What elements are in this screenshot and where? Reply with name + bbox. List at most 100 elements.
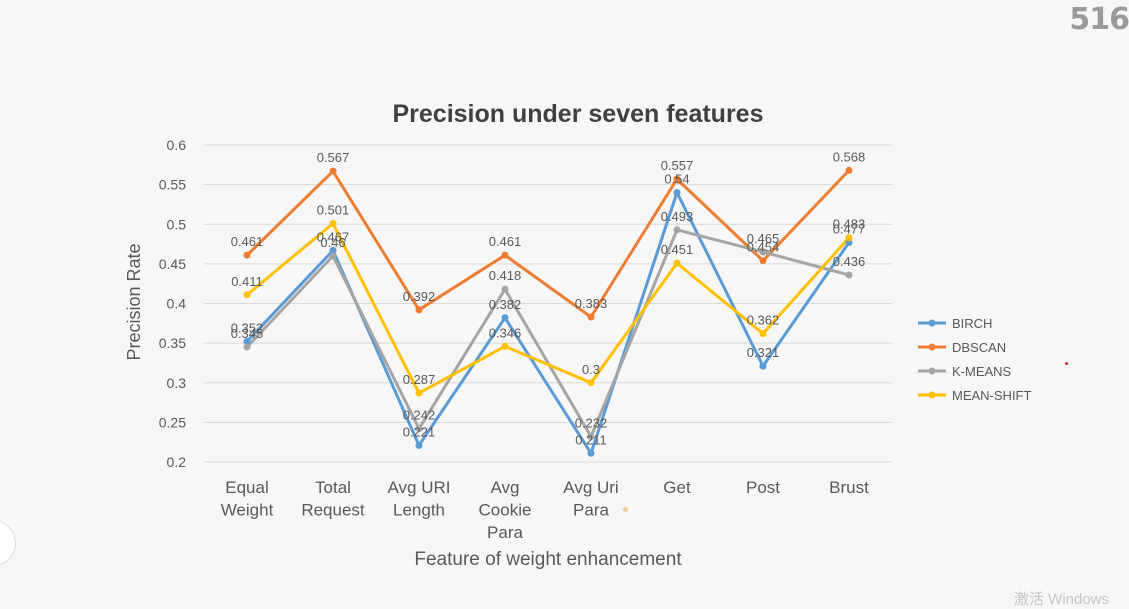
x-tick-label: Equal <box>225 478 268 497</box>
legend-swatch-marker <box>928 367 936 375</box>
data-label: 0.483 <box>833 217 866 232</box>
x-axis-label: Feature of weight enhancement <box>414 549 682 570</box>
data-point <box>501 342 509 350</box>
data-point <box>415 306 423 314</box>
y-axis-label: Precision Rate <box>124 243 144 360</box>
legend-swatch-marker <box>928 391 936 399</box>
legend-label: MEAN-SHIFT <box>952 388 1032 403</box>
data-label: 0.461 <box>231 234 264 249</box>
x-tick-label: Brust <box>829 478 869 497</box>
data-point <box>673 175 681 183</box>
data-label: 0.321 <box>747 345 780 360</box>
data-label: 0.567 <box>317 150 350 165</box>
windows-activation-watermark: 激活 Windows <box>1014 591 1110 608</box>
chart-title: Precision under seven features <box>393 100 764 128</box>
series-points <box>243 166 853 457</box>
x-tick-label: Para <box>487 523 523 542</box>
data-label: 0.436 <box>833 254 866 269</box>
data-label: 0.418 <box>489 268 522 283</box>
x-tick-label: Para <box>573 501 609 520</box>
data-point <box>759 362 767 370</box>
data-point <box>587 379 595 387</box>
data-point <box>587 449 595 457</box>
legend-swatch-marker <box>928 343 936 351</box>
data-label: 0.211 <box>575 432 607 447</box>
data-label: 0.392 <box>403 289 436 304</box>
y-tick-label: 0.5 <box>167 216 187 232</box>
data-point <box>759 248 767 256</box>
x-tick-label: Cookie <box>479 501 532 520</box>
series-line <box>246 222 851 395</box>
data-label: 0.467 <box>317 229 350 244</box>
data-point <box>759 330 767 338</box>
data-label: 0.382 <box>489 297 522 312</box>
x-tick-label: Weight <box>221 501 274 520</box>
data-label: 0.493 <box>661 209 694 224</box>
data-label: 0.362 <box>747 313 780 328</box>
data-point <box>845 166 853 174</box>
legend-swatch-marker <box>928 319 936 327</box>
y-tick-label: 0.35 <box>159 335 186 351</box>
series-line <box>245 228 850 439</box>
data-label: 0.557 <box>661 158 694 173</box>
data-point <box>243 291 251 299</box>
x-tick-label: Avg Uri <box>563 478 618 497</box>
data-point <box>673 259 681 267</box>
y-tick-label: 0.55 <box>159 177 186 193</box>
data-point <box>501 285 509 293</box>
data-labels: 0.3520.4670.2210.3820.2110.540.3210.4770… <box>231 149 866 447</box>
data-label: 0.345 <box>231 326 264 341</box>
stray-mark <box>623 507 628 512</box>
x-tick-label: Total <box>315 478 351 497</box>
data-label: 0.477 <box>833 221 866 236</box>
x-tick-label: Length <box>393 501 445 520</box>
data-point <box>415 441 423 449</box>
data-label: 0.451 <box>661 242 694 257</box>
legend-label: K-MEANS <box>952 364 1012 379</box>
legend-label: BIRCH <box>952 316 992 331</box>
legend-label: DBSCAN <box>952 340 1006 355</box>
y-tick-label: 0.2 <box>167 454 187 470</box>
data-point <box>759 257 767 265</box>
data-label: 0.383 <box>575 296 608 311</box>
x-tick-label: Request <box>301 501 365 520</box>
data-label: 0.501 <box>317 202 350 217</box>
data-point <box>243 338 251 346</box>
data-point <box>415 425 423 433</box>
legend: BIRCH DBSCAN K-MEANS MEAN-SHIFT <box>918 316 1032 403</box>
data-point <box>673 189 681 197</box>
data-label: 0.461 <box>489 234 522 249</box>
data-point <box>329 219 337 227</box>
y-tick-label: 0.4 <box>167 296 187 312</box>
laser-pointer-dot <box>1065 362 1068 365</box>
data-point <box>329 252 337 260</box>
x-tick-label: Post <box>746 478 780 497</box>
x-tick-label: Avg <box>491 478 520 497</box>
data-point <box>415 389 423 397</box>
data-label: 0.221 <box>403 424 436 439</box>
y-tick-label: 0.3 <box>167 375 187 391</box>
data-label: 0.232 <box>575 416 608 431</box>
y-tick-label: 0.25 <box>159 414 186 430</box>
data-point <box>845 271 853 279</box>
y-tick-label: 0.6 <box>167 137 187 153</box>
x-tick-labels: Equal Weight Total Request Avg URI Length Avg C… <box>221 478 869 542</box>
data-label: 0.54 <box>664 172 689 187</box>
data-point <box>845 234 853 242</box>
data-label: 0.568 <box>833 149 866 164</box>
data-label: 0.465 <box>747 231 780 246</box>
data-point <box>673 226 681 234</box>
data-point <box>329 167 337 175</box>
data-label: 0.3 <box>582 362 600 377</box>
data-label: 0.242 <box>403 408 436 423</box>
data-point <box>587 313 595 321</box>
data-point <box>329 246 337 254</box>
series-lines <box>245 169 851 455</box>
data-label: 0.46 <box>320 235 345 250</box>
data-label: 0.346 <box>489 325 522 340</box>
data-label: 0.352 <box>231 321 264 336</box>
data-point <box>243 343 251 351</box>
data-point <box>587 433 595 441</box>
